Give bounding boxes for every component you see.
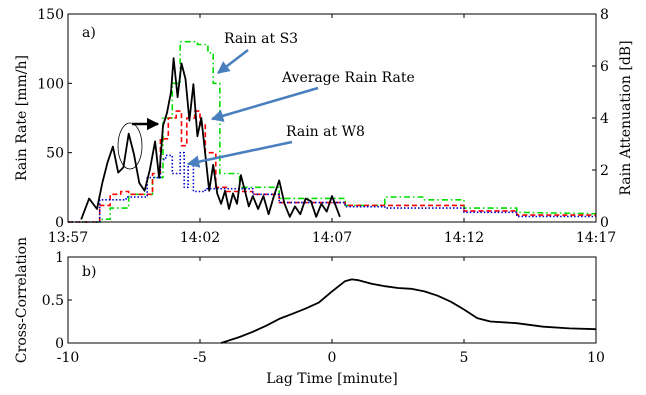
y-tick-label: 0.5 xyxy=(42,293,64,309)
x-tick-label: 10 xyxy=(587,350,605,366)
panel-a: 13:57 14:02 14:07 14:12 14:1705010015002468 … xyxy=(14,7,634,246)
series-line-cross-correlation xyxy=(220,278,597,344)
x-tick-label: 14:02 xyxy=(180,230,220,246)
highlight-ellipse xyxy=(117,122,143,170)
x-tick-label: 13:57 xyxy=(48,230,88,246)
series-line-rain-at-s3 xyxy=(68,40,597,223)
annotation-rain-w8: Rain at W8 xyxy=(286,124,365,140)
panel-a-frame xyxy=(67,13,597,223)
x-tick-label: 0 xyxy=(328,350,337,366)
series-line-average-rain-rate xyxy=(68,110,596,223)
x-tick-label: 14:17 xyxy=(576,230,616,246)
y-tick-label: 50 xyxy=(46,146,64,162)
panel-a-ylabel: Rain Rate [mm/h] xyxy=(14,55,30,181)
series-line-rain-attenuation xyxy=(80,57,341,220)
y-tick-label: 150 xyxy=(37,7,64,23)
x-tick-label: 14:12 xyxy=(444,230,484,246)
annotation-rain-s3: Rain at S3 xyxy=(224,31,298,47)
x-tick-label: -10 xyxy=(57,350,80,366)
x-tick-label: 5 xyxy=(460,350,469,366)
y-tick-label: 100 xyxy=(37,76,64,92)
x-tick-label: -5 xyxy=(193,350,207,366)
annotation-average-rain-rate: Average Rain Rate xyxy=(281,70,415,86)
panel-b-label: b) xyxy=(82,264,96,280)
panel-b-ylabel: Cross-Correlation xyxy=(14,237,30,363)
panel-b-series-group xyxy=(220,278,597,344)
annotation-arrow-w8 xyxy=(186,140,293,168)
y-tick-label: 1 xyxy=(55,250,64,266)
panel-a-label: a) xyxy=(82,25,96,41)
panel-b-frame xyxy=(67,256,597,344)
x-tick-label: 14:07 xyxy=(312,230,352,246)
annotation-arrow-average xyxy=(210,86,319,122)
panel-b-tick-group: -10 -5 0 5 10 0 0.5 1 xyxy=(42,250,605,366)
y2-tick-label: 2 xyxy=(600,163,609,179)
y2-tick-label: 8 xyxy=(600,7,609,23)
series-line-rain-at-w8 xyxy=(68,151,596,223)
y-tick-label: 0 xyxy=(55,336,64,352)
annotation-arrow-s3 xyxy=(217,49,249,74)
panel-b-xlabel: Lag Time [minute] xyxy=(266,371,398,387)
panel-a-y2label: Rain Attenuation [dB] xyxy=(618,40,634,195)
y2-tick-label: 4 xyxy=(600,111,609,127)
y2-tick-label: 6 xyxy=(600,59,609,75)
y2-tick-label: 0 xyxy=(600,215,609,231)
y-tick-label: 0 xyxy=(55,215,64,231)
panel-b: -10 -5 0 5 10 0 0.5 1 b) Cross-Correlation Lag … xyxy=(14,237,605,387)
